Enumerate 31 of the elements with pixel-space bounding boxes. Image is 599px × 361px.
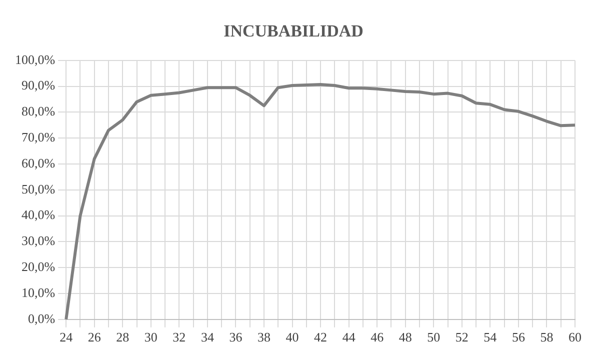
- x-tick-label: 50: [427, 330, 440, 345]
- x-tick-label: 48: [398, 330, 412, 345]
- x-tick-label: 60: [568, 330, 582, 345]
- y-tick-label: 70,0%: [21, 130, 56, 145]
- x-tick-label: 52: [455, 330, 468, 345]
- y-tick-label: 60,0%: [21, 155, 56, 170]
- x-tick-label: 56: [512, 330, 526, 345]
- x-tick-label: 58: [540, 330, 554, 345]
- x-tick-label: 26: [88, 330, 102, 345]
- y-tick-label: 80,0%: [21, 104, 56, 119]
- y-tick-label: 20,0%: [21, 259, 56, 274]
- chart-title: INCUBABILIDAD: [224, 22, 364, 41]
- y-tick-label: 30,0%: [21, 233, 56, 248]
- y-tick-label: 0,0%: [28, 310, 56, 326]
- x-tick-label: 34: [200, 330, 214, 345]
- x-tick-label: 30: [144, 330, 158, 345]
- y-tick-label: 100,0%: [14, 52, 56, 67]
- x-tick-label: 32: [172, 330, 186, 345]
- x-tick-label: 28: [116, 330, 130, 345]
- x-tick-label: 24: [60, 330, 74, 345]
- y-tick-label: 50,0%: [21, 181, 56, 196]
- y-tick-label: 10,0%: [21, 284, 56, 300]
- y-tick-label: 40,0%: [21, 207, 56, 222]
- x-tick-label: 46: [370, 330, 384, 345]
- x-tick-label: 54: [484, 330, 498, 345]
- x-tick-label: 42: [314, 330, 328, 345]
- x-tick-label: 36: [229, 330, 243, 345]
- y-tick-label: 90,0%: [21, 78, 56, 93]
- x-tick-label: 44: [342, 330, 356, 345]
- x-tick-label: 38: [257, 330, 270, 345]
- x-tick-label: 40: [286, 330, 299, 345]
